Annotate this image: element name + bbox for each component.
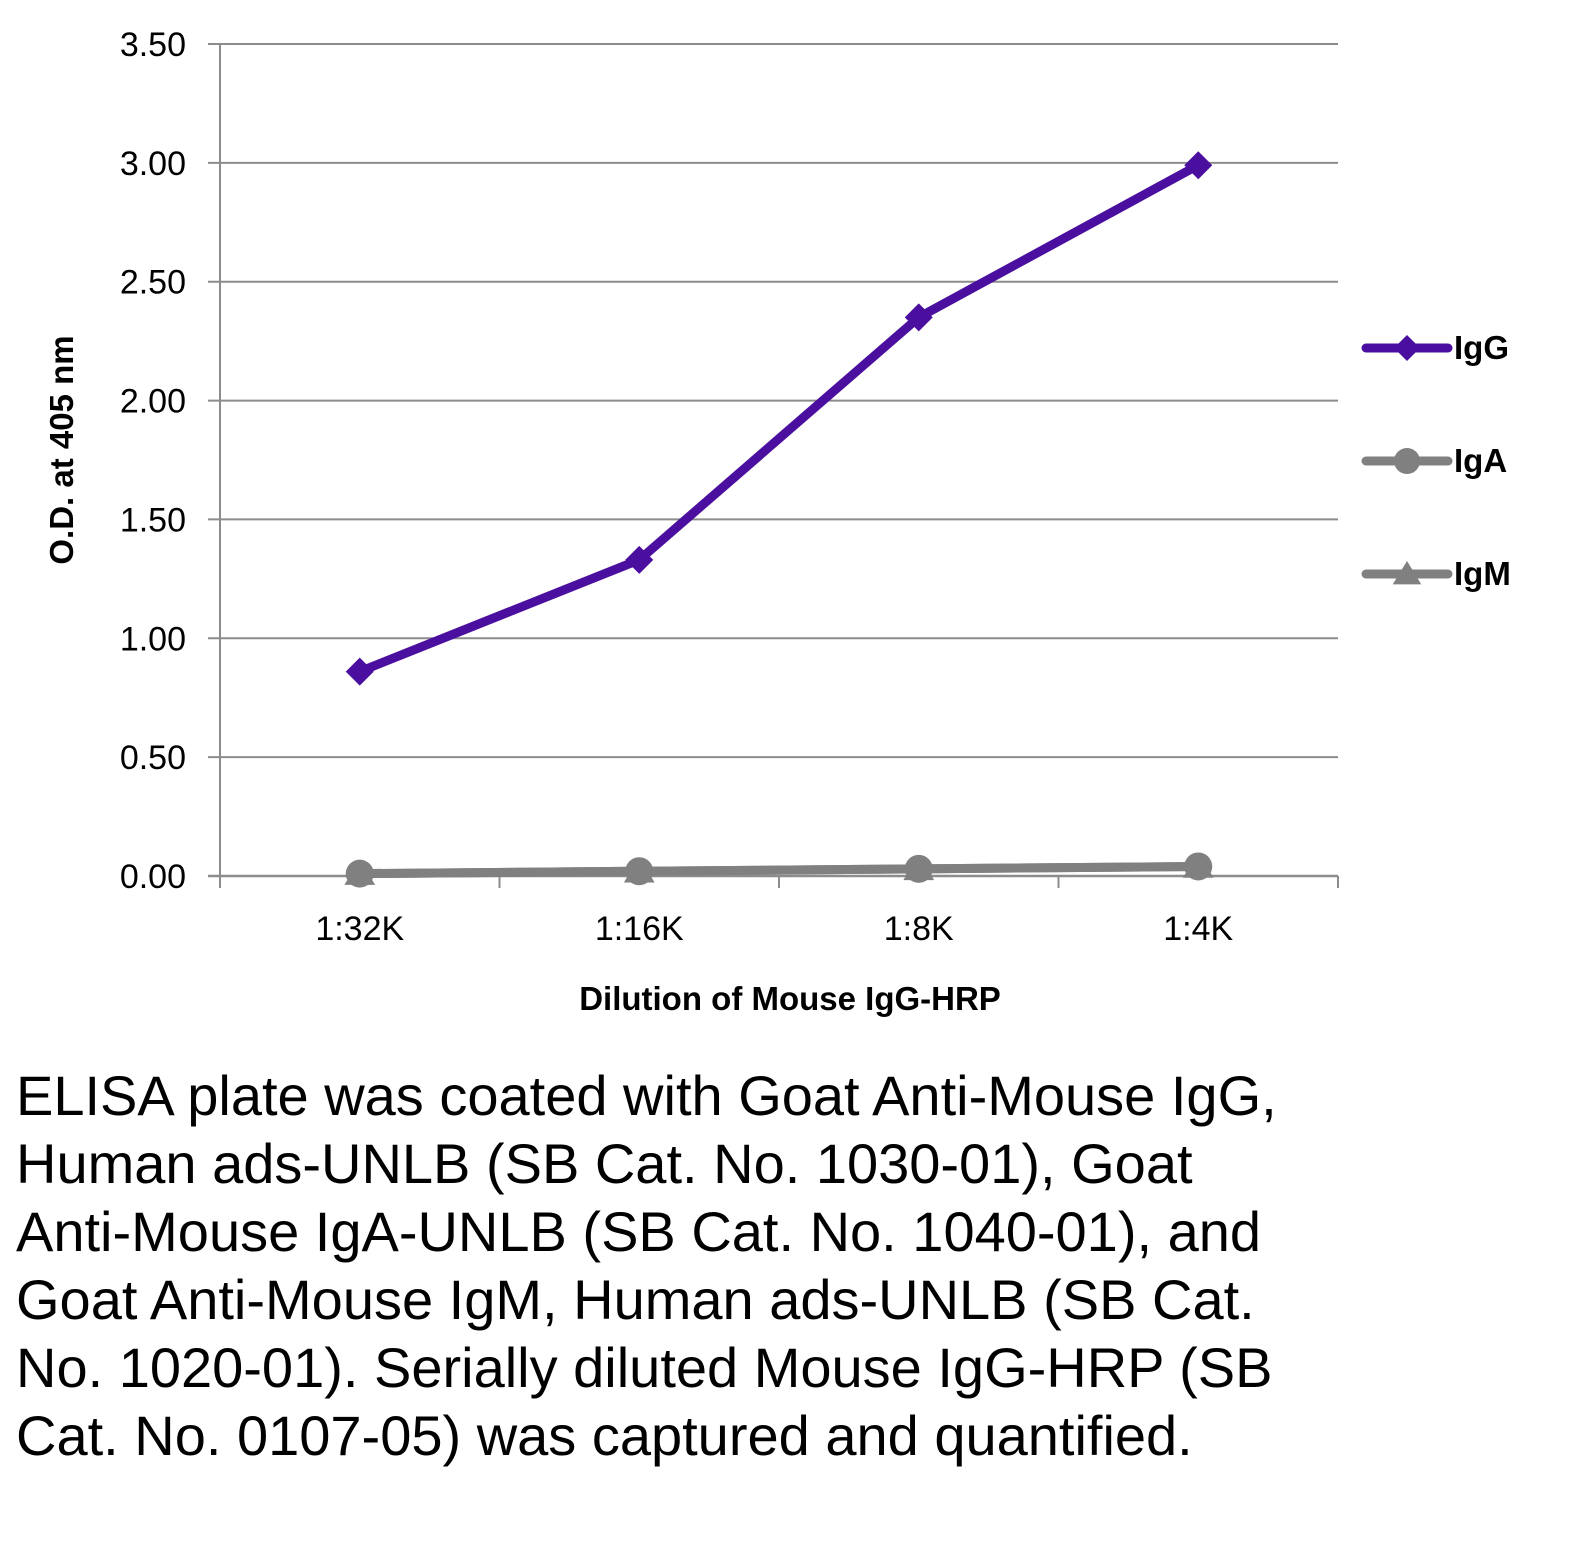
- legend-label-iga: IgA: [1454, 442, 1507, 479]
- data-point-iga: [904, 854, 933, 883]
- x-tick-label: 1:16K: [595, 910, 684, 948]
- axes: 0.00 0.50 1.00 1.50 2.00 2.50 3.00 3.50 1:32K 1:1…: [120, 26, 1339, 948]
- y-axis-title: O.D. at 405 nm: [43, 335, 80, 564]
- y-tick-label: 3.00: [120, 145, 186, 183]
- elisa-line-chart: 0.00 0.50 1.00 1.50 2.00 2.50 3.00 3.50 1:32K 1:1…: [43, 26, 1511, 1017]
- data-point-igg: [345, 657, 374, 686]
- y-tick-label: 3.50: [120, 26, 186, 64]
- series-lines: [344, 151, 1214, 888]
- y-tick-label: 1.00: [120, 620, 186, 658]
- data-point-iga: [345, 859, 374, 888]
- y-tick-label: 0.00: [120, 858, 186, 896]
- x-tick-label: 1:4K: [1163, 910, 1233, 948]
- x-tick-label: 1:8K: [884, 910, 954, 948]
- x-tick-label: 1:32K: [315, 910, 404, 948]
- legend: IgG IgA IgM: [1361, 329, 1511, 592]
- legend-marker-iga: [1394, 448, 1420, 474]
- y-tick-label: 2.50: [120, 264, 186, 302]
- legend-marker-igm: [1392, 561, 1422, 585]
- legend-label-igg: IgG: [1454, 329, 1509, 366]
- y-tick-label: 1.50: [120, 501, 186, 539]
- data-point-iga: [1184, 852, 1213, 881]
- data-point-igg: [904, 303, 933, 332]
- data-point-igg: [625, 545, 654, 574]
- series-line-iga: [355, 861, 1203, 879]
- x-axis-title: Dilution of Mouse IgG-HRP: [579, 980, 1001, 1017]
- y-tick-label: 0.50: [120, 739, 186, 777]
- figure-caption: ELISA plate was coated with Goat Anti-Mo…: [16, 1064, 1277, 1467]
- series-line-igg: [355, 160, 1203, 677]
- gridlines: [208, 43, 1338, 877]
- y-tick-label: 2.00: [120, 383, 186, 421]
- data-point-iga: [625, 857, 654, 886]
- legend-marker-igg: [1394, 335, 1420, 361]
- legend-label-igm: IgM: [1454, 555, 1511, 592]
- data-point-igg: [1184, 151, 1213, 180]
